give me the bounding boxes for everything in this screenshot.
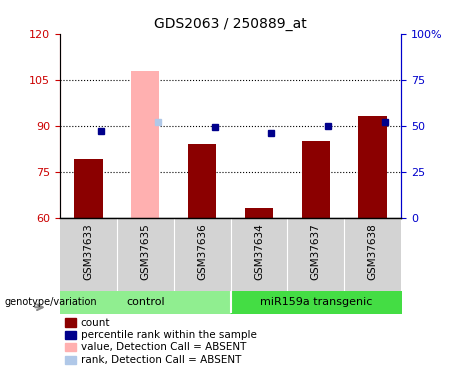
Bar [74,159,102,218]
Bar [188,144,216,218]
Bar [358,116,387,218]
Text: percentile rank within the sample: percentile rank within the sample [81,330,257,340]
Text: genotype/variation: genotype/variation [5,297,97,307]
Text: GSM37635: GSM37635 [140,224,150,280]
Bar [301,141,330,218]
Bar [245,209,273,218]
Text: GSM37637: GSM37637 [311,224,321,280]
Bar [131,70,160,217]
Text: miR159a transgenic: miR159a transgenic [260,297,372,307]
Text: control: control [126,297,165,307]
Text: GSM37634: GSM37634 [254,224,264,280]
Text: GSM37633: GSM37633 [83,224,94,280]
Text: count: count [81,318,110,327]
Text: rank, Detection Call = ABSENT: rank, Detection Call = ABSENT [81,355,241,364]
Text: value, Detection Call = ABSENT: value, Detection Call = ABSENT [81,342,246,352]
Text: GSM37636: GSM37636 [197,224,207,280]
Title: GDS2063 / 250889_at: GDS2063 / 250889_at [154,17,307,32]
Text: GSM37638: GSM37638 [367,224,378,280]
